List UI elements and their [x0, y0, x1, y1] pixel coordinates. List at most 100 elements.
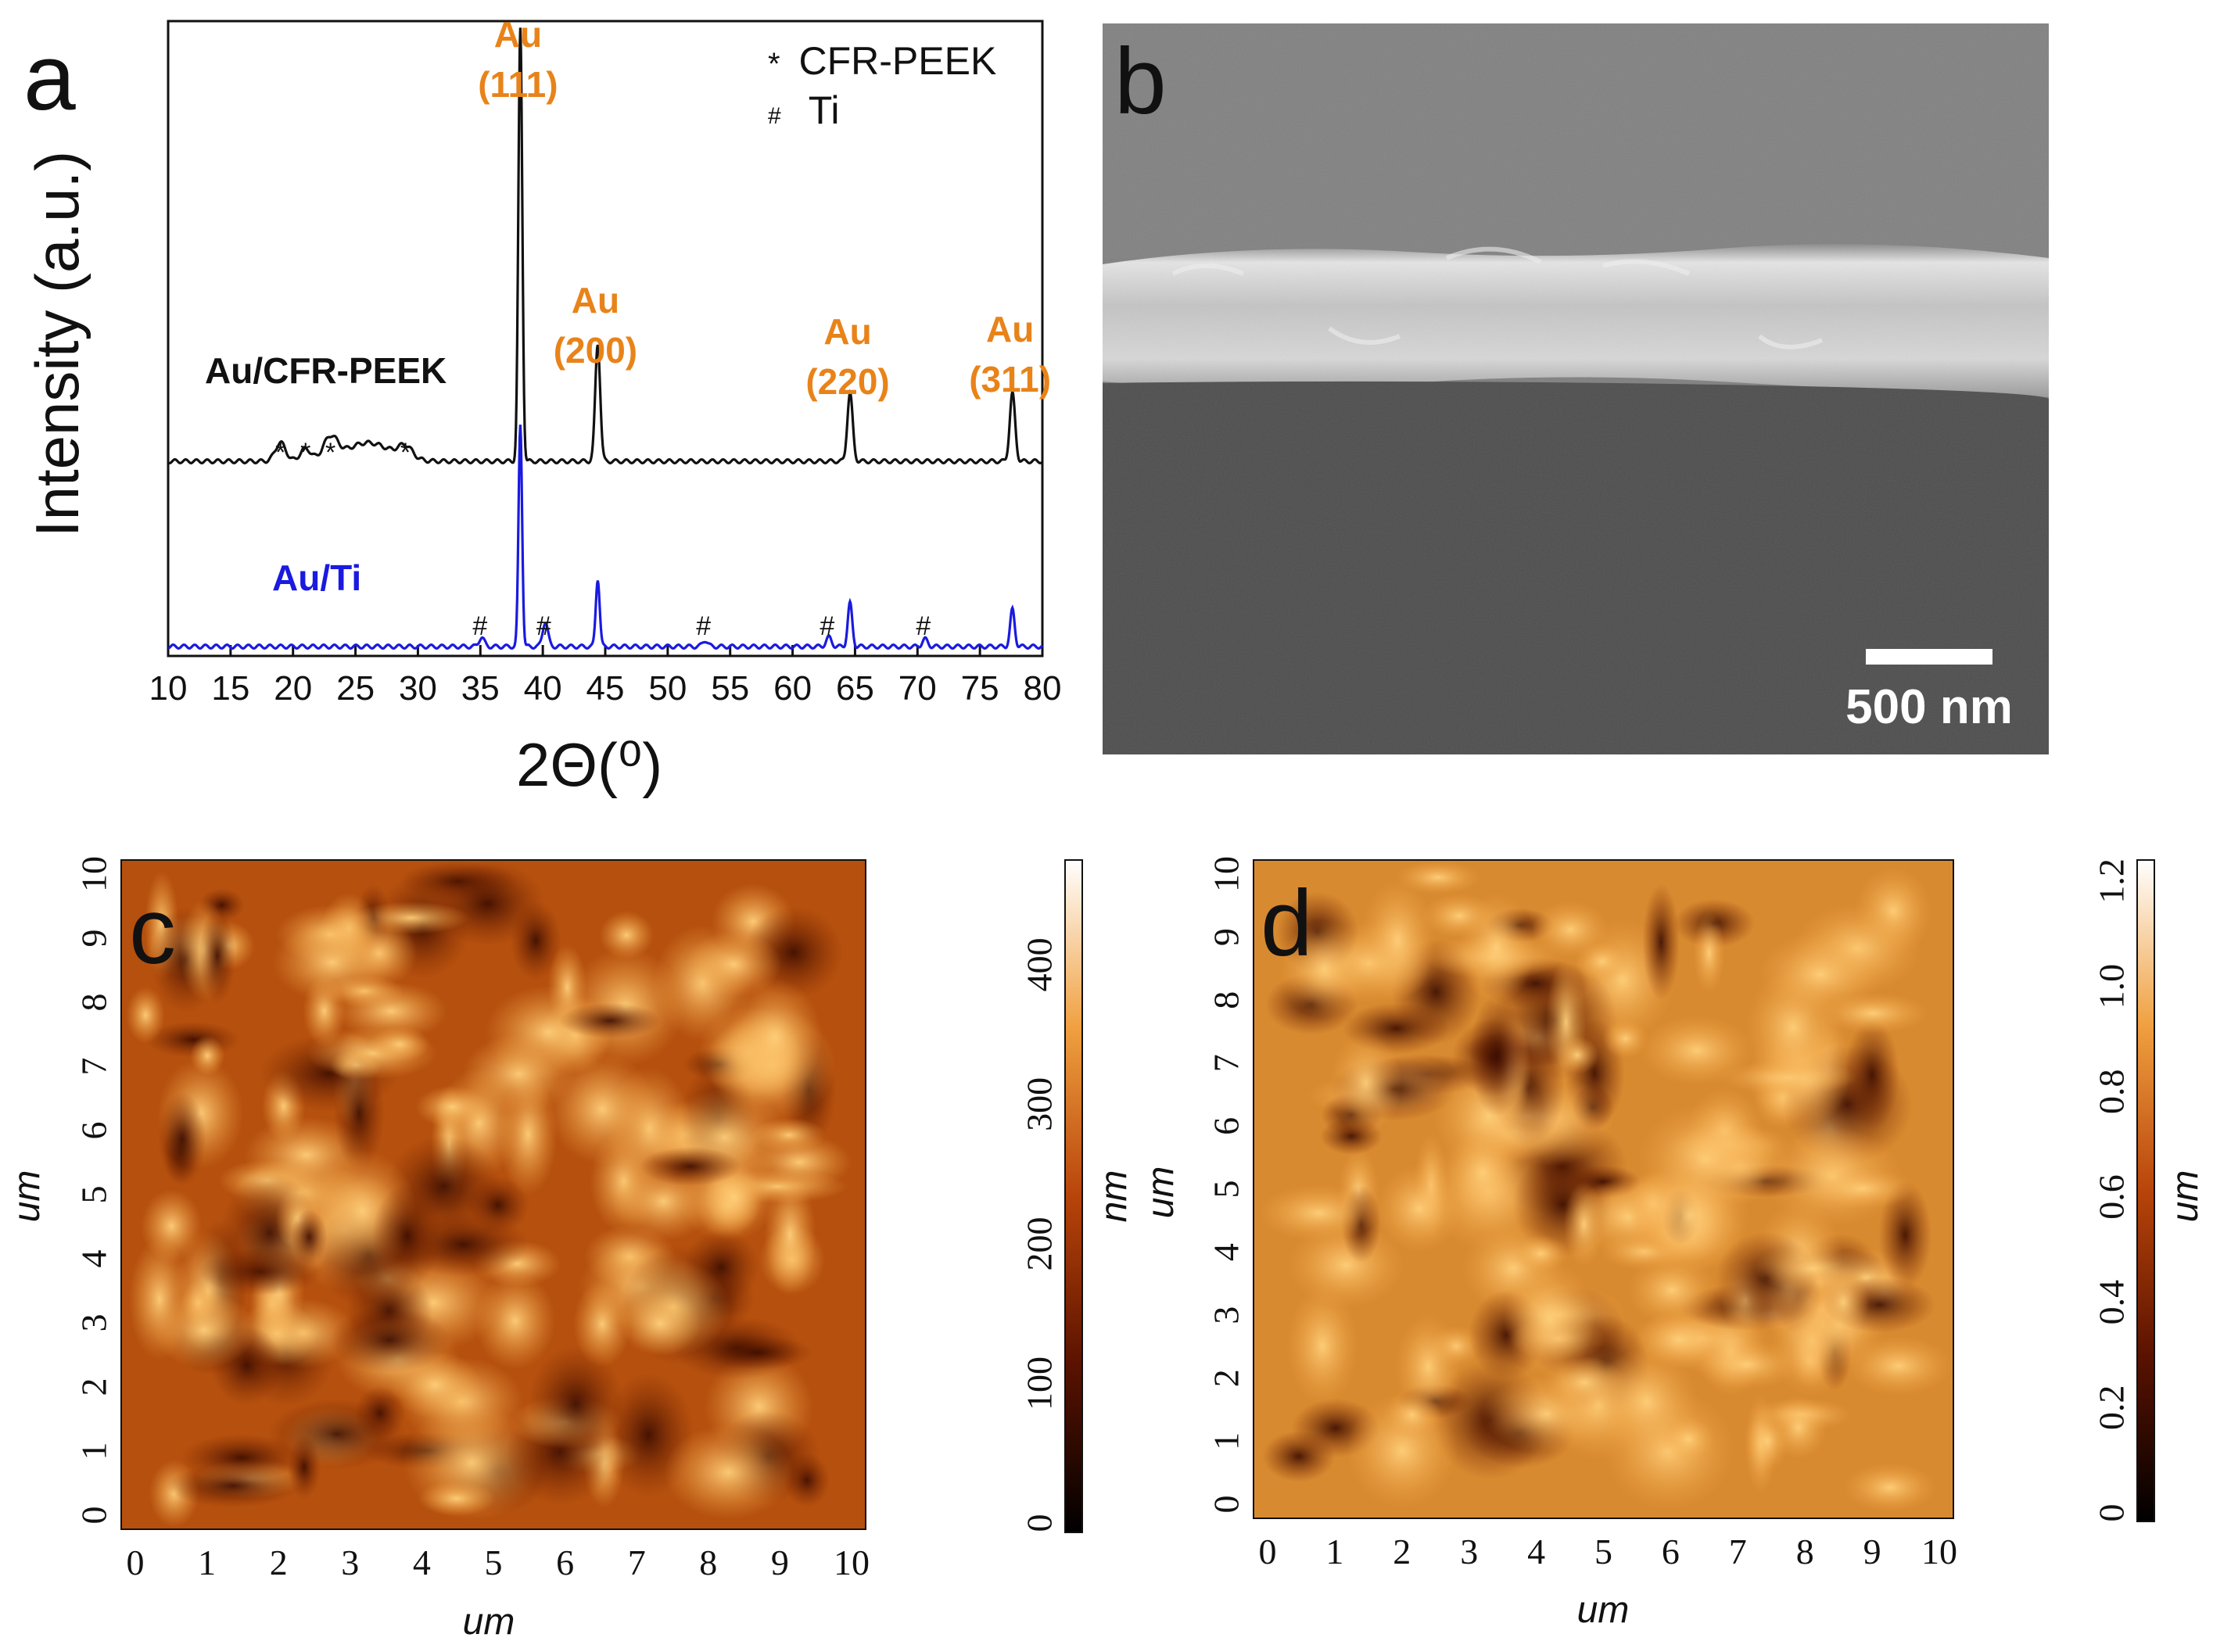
panel-c: c 0 1 2 3 4 5 6 7 8 9 10 0 1 2 3 4 5 6 7 8 9 10 um um 0 100 20…	[6, 856, 1135, 1643]
afm-grain-low	[640, 1146, 741, 1186]
afm-y-tick-label: 6	[74, 1122, 114, 1140]
afm-y-tick-label: 0	[1207, 1496, 1246, 1514]
ti-marker: #	[472, 611, 487, 641]
x-axis-ticks: 10 15 20 25 30 35 40 45 50 55 60 65 70 75 80	[149, 645, 1062, 708]
afm-grain-low	[702, 1335, 812, 1370]
afm-d-y-ticks: 0 1 2 3 4 5 6 7 8 9 10	[1207, 856, 1246, 1514]
afm-grain-high	[462, 1034, 576, 1114]
afm-x-tick-label: 7	[1729, 1532, 1747, 1571]
xrd-line-au-ti	[167, 425, 1044, 650]
colorbar-tick-label: 0	[2092, 1504, 2132, 1522]
colorbar-c-ticks: 0 100 200 300 400	[1020, 937, 1060, 1532]
panel-a: a 10 15 20 25 30 35 40 45 50 55 60 65 70 75 80 2Θ(⁰) I…	[23, 14, 1061, 799]
afm-x-tick-label: 5	[1594, 1532, 1612, 1571]
afm-grain-high	[1808, 1168, 1916, 1209]
cfr-peek-marker: *	[400, 438, 411, 468]
afm-y-tick-label: 7	[1207, 1054, 1246, 1072]
panel-letter-c: c	[129, 879, 176, 984]
afm-grain-high	[414, 1085, 490, 1129]
afm-y-tick-label: 4	[74, 1250, 114, 1268]
afm-y-tick-label: 1	[1207, 1432, 1246, 1450]
afm-x-tick-label: 3	[341, 1543, 359, 1582]
colorbar-tick-label: 1.0	[2092, 964, 2132, 1009]
afm-c-y-label: um	[6, 1170, 48, 1223]
colorbar-tick-label: 1.2	[2092, 858, 2132, 904]
afm-grain-high	[599, 910, 655, 960]
afm-grain-high	[1843, 1462, 1938, 1513]
afm-y-tick-label: 5	[74, 1186, 114, 1204]
afm-x-tick-label: 0	[127, 1543, 145, 1582]
x-tick-label: 35	[461, 669, 500, 708]
peak-label-element: Au	[823, 311, 871, 352]
x-tick-label: 65	[836, 669, 874, 708]
x-tick-label: 80	[1024, 669, 1062, 708]
panel-letter-b: b	[1114, 29, 1167, 134]
afm-grain-high	[418, 1481, 496, 1517]
afm-c-x-ticks: 0 1 2 3 4 5 6 7 8 9 10	[127, 1543, 870, 1582]
afm-grain-high	[190, 1035, 225, 1076]
afm-grain-high	[663, 1424, 793, 1520]
colorbar-tick-label: 0.4	[2092, 1280, 2132, 1325]
colorbar-d-ticks: 0 0.2 0.4 0.6 0.8 1.0 1.2	[2092, 858, 2132, 1521]
x-tick-label: 60	[773, 669, 812, 708]
afm-grain-low	[1469, 994, 1525, 1117]
x-axis-title: 2Θ(⁰)	[516, 730, 662, 799]
afm-grain-high	[1504, 1260, 1596, 1378]
peak-labels: Au (111) Au (200) Au (220) Au (311)	[478, 14, 1051, 402]
afm-d-y-label: um	[1140, 1166, 1182, 1219]
peak-label-hkl: (200)	[554, 330, 637, 371]
panel-letter-d: d	[1261, 871, 1313, 976]
peak-label-hkl: (311)	[969, 359, 1051, 400]
afm-grain-low	[291, 1209, 328, 1266]
afm-grain-high	[685, 930, 782, 998]
afm-grain-high	[1376, 1164, 1462, 1253]
afm-grain-high	[747, 1134, 852, 1191]
colorbar-tick-label: 300	[1020, 1077, 1060, 1131]
peak-label-element: Au	[494, 14, 542, 55]
afm-d-x-label: um	[1577, 1589, 1630, 1631]
afm-x-tick-label: 8	[699, 1543, 717, 1582]
afm-grain-high	[1458, 892, 1535, 1005]
legend: * CFR-PEEK # Ti	[768, 39, 996, 132]
afm-y-tick-label: 3	[1207, 1306, 1246, 1324]
afm-y-tick-label: 0	[74, 1507, 114, 1525]
afm-y-tick-label: 2	[1207, 1369, 1246, 1387]
ti-marker: #	[536, 611, 551, 641]
legend-entry-ti: # Ti	[768, 88, 839, 132]
cfr-peek-marker: *	[325, 438, 335, 468]
afm-grain-high	[1395, 860, 1481, 895]
afm-grain-high	[1640, 1015, 1754, 1086]
panel-b: b 500 nm	[1103, 23, 2049, 754]
afm-grain-high	[726, 978, 823, 1097]
peak-label-hkl: (111)	[478, 64, 558, 105]
afm-grain-low	[559, 1002, 662, 1039]
peak-label-element: Au	[572, 280, 619, 321]
afm-y-tick-label: 2	[74, 1378, 114, 1396]
colorbar-tick-label: 0.2	[2092, 1385, 2132, 1431]
afm-grain-low	[1844, 1019, 1900, 1131]
afm-grain-high	[1257, 1184, 1380, 1242]
afm-y-tick-label: 5	[1207, 1181, 1246, 1199]
xrd-line-au-cfr-peek	[167, 27, 1044, 465]
afm-grain-high	[1279, 921, 1370, 1018]
afm-grain-high	[1754, 1244, 1871, 1293]
afm-grain-high	[619, 1291, 701, 1356]
afm-grain-high	[1359, 879, 1436, 1002]
afm-grain-high	[1661, 1416, 1716, 1464]
afm-frame-c	[120, 859, 866, 1530]
afm-y-tick-label: 9	[1207, 928, 1246, 946]
afm-x-tick-label: 8	[1796, 1532, 1814, 1571]
afm-y-tick-label: 4	[1207, 1243, 1246, 1261]
y-axis-title: Intensity (a.u.)	[23, 151, 91, 537]
colorbar-c-unit: nm	[1093, 1170, 1135, 1223]
panel-d: d 0 1 2 3 4 5 6 7 8 9 10 0 1 2 3 4 5 6 7 8 9 10 um um 0 0.2 0.…	[1140, 856, 2206, 1631]
afm-texture-d	[1257, 860, 1953, 1513]
afm-y-tick-label: 7	[74, 1058, 114, 1076]
afm-grain-low	[1642, 883, 1680, 1002]
x-tick-label: 75	[961, 669, 999, 708]
colorbar-d-unit: um	[2165, 1170, 2206, 1223]
afm-y-tick-label: 3	[74, 1314, 114, 1332]
afm-x-tick-label: 10	[834, 1543, 870, 1582]
afm-grain-low	[1878, 1181, 1932, 1289]
